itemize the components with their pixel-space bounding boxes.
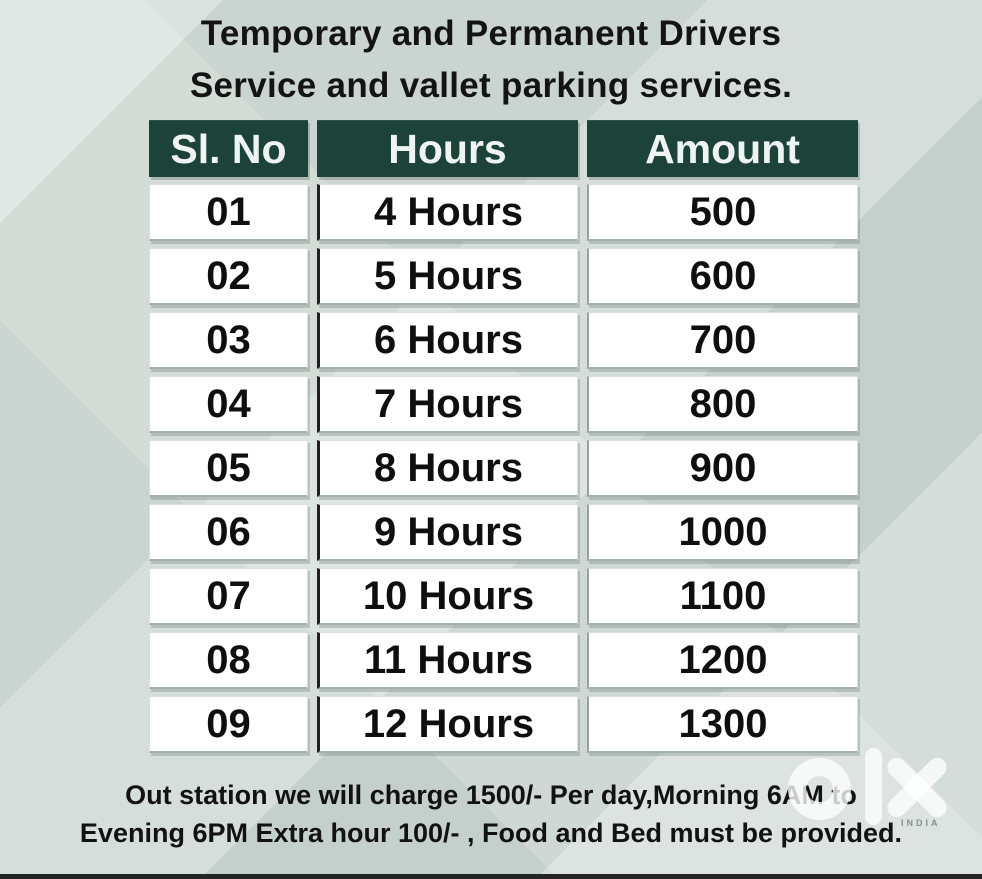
table-cell-amount: 600 [587,248,858,305]
olx-india-label: INDIA [901,818,941,828]
header-cell-sl-no: Sl. No [149,120,308,177]
table-cell-amount: 1000 [587,504,858,561]
table-cell-hours: 8 Hours [317,440,578,497]
poster-title: Temporary and Permanent Drivers Service … [0,8,982,112]
bottom-edge-bar [0,874,982,879]
table-cell-sl-no: 05 [149,440,308,497]
table-cell-sl-no: 06 [149,504,308,561]
table-cell-hours: 7 Hours [317,376,578,433]
title-line-1: Temporary and Permanent Drivers [200,14,782,53]
table-cell-amount: 1200 [587,632,858,689]
table-cell-hours: 10 Hours [317,568,578,625]
table-cell-sl-no: 04 [149,376,308,433]
table-cell-amount: 800 [587,376,858,433]
table-cell-hours: 4 Hours [317,184,578,241]
table-cell-amount: 900 [587,440,858,497]
terms-line-1: Out station we will charge 1500/- Per da… [125,780,857,810]
pricing-table: Sl. No Hours Amount 01 4 Hours 500 02 5 … [149,120,858,753]
table-cell-hours: 5 Hours [317,248,578,305]
olx-watermark-logo: INDIA [778,742,978,857]
table-cell-sl-no: 08 [149,632,308,689]
header-cell-amount: Amount [587,120,858,177]
table-cell-sl-no: 03 [149,312,308,369]
table-cell-amount: 700 [587,312,858,369]
olx-l-icon [865,748,882,825]
table-cell-sl-no: 07 [149,568,308,625]
table-cell-sl-no: 09 [149,696,308,753]
table-cell-sl-no: 02 [149,248,308,305]
table-cell-amount: 500 [587,184,858,241]
table-cell-amount: 1100 [587,568,858,625]
olx-o-icon [788,758,851,820]
table-cell-sl-no: 01 [149,184,308,241]
table-cell-hours: 6 Hours [317,312,578,369]
title-line-2: Service and vallet parking services. [189,66,793,105]
olx-x-icon [883,753,951,822]
terms-note: Out station we will charge 1500/- Per da… [0,776,982,852]
terms-line-2: Evening 6PM Extra hour 100/- , Food and … [79,818,903,848]
table-cell-hours: 12 Hours [317,696,578,753]
header-cell-hours: Hours [317,120,578,177]
table-cell-hours: 11 Hours [317,632,578,689]
table-cell-amount: 1300 [587,696,858,753]
table-cell-hours: 9 Hours [317,504,578,561]
